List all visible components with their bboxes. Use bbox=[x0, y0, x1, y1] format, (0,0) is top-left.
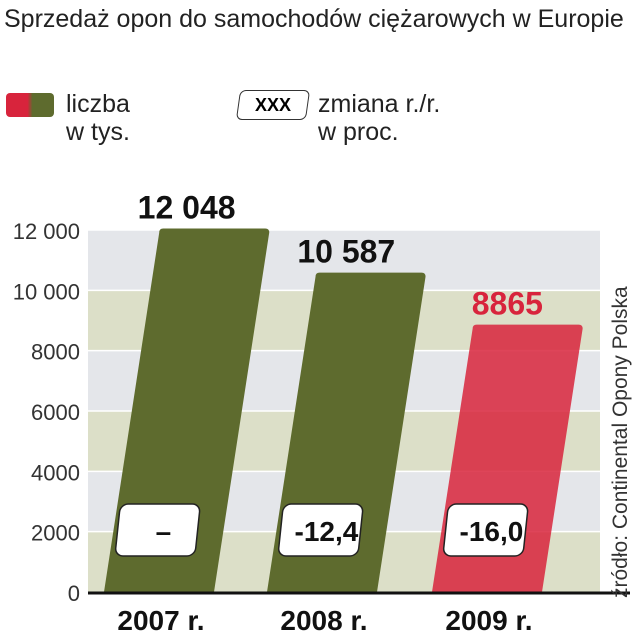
x-tick-label: 2008 r. bbox=[280, 605, 367, 636]
legend-change: zmiana r./r. w proc. bbox=[318, 90, 440, 146]
change-label: -16,0 bbox=[460, 516, 524, 547]
change-label: – bbox=[156, 516, 172, 547]
legend-change-line2: w proc. bbox=[318, 118, 399, 146]
y-tick-label: 8000 bbox=[31, 340, 80, 365]
y-tick-label: 4000 bbox=[31, 460, 80, 485]
y-tick-label: 10 000 bbox=[13, 279, 80, 304]
y-tick-label: 2000 bbox=[31, 521, 80, 546]
legend-swatch-count bbox=[6, 93, 54, 117]
y-tick-label: 6000 bbox=[31, 400, 80, 425]
legend-count-line2: w tys. bbox=[66, 118, 130, 146]
change-box bbox=[277, 503, 364, 557]
x-tick-label: 2009 r. bbox=[445, 605, 532, 636]
change-box bbox=[442, 503, 529, 557]
source-label: źródło: Continental Opony Polska bbox=[609, 286, 632, 598]
y-tick-label: 12 000 bbox=[13, 219, 80, 244]
legend-change-line1: zmiana r./r. bbox=[318, 90, 441, 118]
x-tick-label: 2007 r. bbox=[117, 605, 204, 636]
change-box bbox=[114, 503, 201, 557]
bar-value-label: 8865 bbox=[472, 286, 543, 322]
bar bbox=[104, 228, 270, 592]
change-label: -12,4 bbox=[295, 516, 359, 547]
bar-value-label: 12 048 bbox=[138, 190, 236, 226]
bar-value-label: 10 587 bbox=[297, 234, 395, 270]
y-tick-label: 0 bbox=[68, 581, 80, 606]
chart-title: Sprzedaż opon do samochodów ciężarowych … bbox=[4, 5, 624, 33]
legend-count: liczba w tys. bbox=[66, 90, 130, 146]
legend-count-line1: liczba bbox=[66, 90, 130, 118]
